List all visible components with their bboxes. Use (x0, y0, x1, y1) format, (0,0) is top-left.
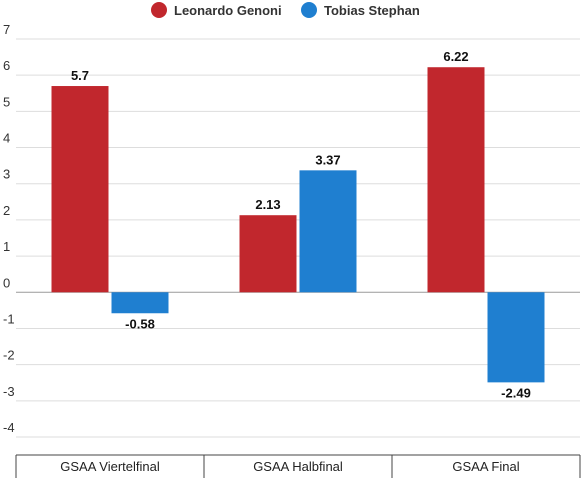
legend-item-tobias-stephan[interactable]: Tobias Stephan (301, 2, 420, 18)
gridlines (16, 38, 580, 438)
y-tick-label: 6 (3, 58, 10, 73)
y-tick-label: 0 (3, 275, 10, 290)
data-label: -2.49 (501, 385, 531, 400)
bar-tobias-stephan[interactable] (487, 292, 545, 383)
y-tick-label: 3 (3, 167, 10, 182)
legend-label-tobias-stephan: Tobias Stephan (324, 3, 420, 18)
bar-leonardo-genoni[interactable] (239, 215, 297, 293)
y-tick-label: -4 (3, 420, 15, 435)
bar-leonardo-genoni[interactable] (427, 67, 485, 293)
legend-item-leonardo-genoni[interactable]: Leonardo Genoni (151, 2, 282, 18)
data-labels: 5.7 -0.58 2.13 3.37 6.22 -2.49 (71, 49, 531, 400)
y-tick-label: -1 (3, 311, 15, 326)
y-tick-label: 1 (3, 239, 10, 254)
x-tick-label: GSAA Halbfinal (253, 459, 343, 474)
data-label: 3.37 (315, 152, 340, 167)
legend-label-leonardo-genoni: Leonardo Genoni (174, 3, 282, 18)
y-tick-label: 7 (3, 22, 10, 37)
bars (51, 67, 545, 383)
y-tick-label: 4 (3, 131, 10, 146)
y-tick-label: -2 (3, 348, 15, 363)
bar-tobias-stephan[interactable] (111, 292, 169, 314)
legend-marker-tobias-stephan (301, 2, 317, 18)
y-tick-label: 2 (3, 203, 10, 218)
bar-tobias-stephan[interactable] (299, 170, 357, 293)
data-label: -0.58 (125, 316, 155, 331)
x-tick-label: GSAA Viertelfinal (60, 459, 160, 474)
legend: Leonardo Genoni Tobias Stephan (151, 2, 420, 18)
bar-leonardo-genoni[interactable] (51, 86, 109, 293)
x-tick-label: GSAA Final (452, 459, 519, 474)
y-tick-label: 5 (3, 94, 10, 109)
data-label: 6.22 (443, 49, 468, 64)
data-label: 2.13 (255, 197, 280, 212)
y-tick-label: -3 (3, 384, 15, 399)
y-axis: 7 6 5 4 3 2 1 0 -1 -2 -3 -4 (3, 22, 15, 435)
legend-marker-leonardo-genoni (151, 2, 167, 18)
x-axis: GSAA Viertelfinal GSAA Halbfinal GSAA Fina… (15, 454, 581, 478)
data-label: 5.7 (71, 68, 89, 83)
